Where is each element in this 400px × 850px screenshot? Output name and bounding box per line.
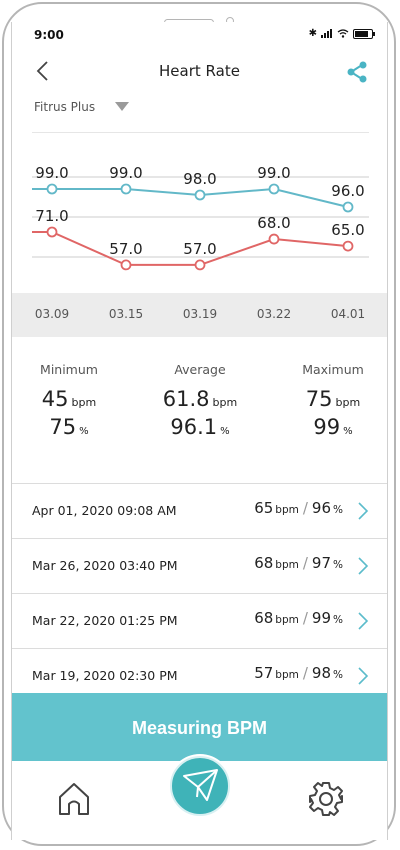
data-label-top: 99.0	[35, 164, 68, 182]
data-label-top: 98.0	[183, 170, 216, 188]
divider	[12, 593, 387, 594]
chevron-right-icon	[358, 667, 369, 685]
stat-bpm-value: 61.8 bpm	[162, 387, 238, 411]
stat-spo2-value: 96.1%	[170, 415, 230, 439]
stat-maximum: Maximum 75 bpm 99%	[290, 362, 376, 439]
record-date: Apr 01, 2020 09:08 AM	[32, 503, 177, 518]
data-point-bottom	[120, 259, 132, 271]
data-point-bottom	[342, 240, 354, 252]
share-button[interactable]	[345, 60, 369, 84]
record-values: 57 bpm/98%	[254, 664, 343, 682]
data-point-bottom	[194, 259, 206, 271]
list-item[interactable]: Mar 26, 2020 03:40 PM 68 bpm/97%	[12, 539, 387, 593]
bluetooth-icon: ✱	[308, 28, 317, 39]
device-selector[interactable]: Fitrus Plus	[34, 100, 130, 114]
stat-spo2-value: 75%	[49, 415, 89, 439]
chevron-right-icon	[358, 557, 369, 575]
record-values: 68 bpm/99%	[254, 609, 343, 627]
app-screen: 9:00 ✱ Heart Rate Fitrus Plus	[11, 22, 388, 840]
chevron-right-icon	[358, 502, 369, 520]
header: Heart Rate	[12, 54, 387, 90]
series-line-top	[32, 187, 349, 208]
signal-icon	[321, 29, 332, 38]
record-date: Mar 19, 2020 02:30 PM	[32, 668, 178, 683]
data-point-top	[342, 201, 354, 213]
date-label: 03.22	[256, 307, 292, 321]
record-values: 68 bpm/97%	[254, 554, 343, 572]
stat-spo2-value: 99%	[313, 415, 353, 439]
measuring-bpm-button[interactable]: Measuring BPM	[12, 693, 387, 761]
send-button[interactable]	[167, 753, 233, 819]
data-point-top	[46, 183, 58, 195]
stat-label: Average	[174, 362, 226, 377]
data-point-bottom	[268, 233, 280, 245]
list-item[interactable]: Mar 22, 2020 01:25 PM 68 bpm/99%	[12, 594, 387, 648]
date-label: 03.19	[182, 307, 218, 321]
back-button[interactable]	[34, 60, 52, 82]
data-label-bottom: 65.0	[331, 221, 364, 239]
stat-label: Maximum	[302, 362, 364, 377]
data-label-bottom: 57.0	[183, 240, 216, 258]
data-point-bottom	[46, 226, 58, 238]
chevron-left-icon	[36, 61, 48, 81]
heart-rate-chart: 99.0 99.0 98.0 99.0 96.0 71.0 57.0 57.0 68.0 65.0	[32, 132, 369, 271]
data-label-top: 99.0	[257, 164, 290, 182]
divider	[12, 538, 387, 539]
data-label-top: 96.0	[331, 182, 364, 200]
data-point-top	[268, 183, 280, 195]
stat-average: Average 61.8 bpm 96.1%	[152, 362, 248, 439]
paper-plane-icon	[183, 769, 218, 801]
home-icon	[59, 783, 89, 815]
data-point-top	[194, 189, 206, 201]
status-icons: ✱	[308, 28, 375, 39]
triangle-down-icon	[115, 102, 130, 111]
device-name: Fitrus Plus	[34, 100, 96, 114]
data-point-top	[120, 183, 132, 195]
record-values: 65 bpm/96%	[254, 499, 343, 517]
date-label: 03.09	[34, 307, 70, 321]
date-label: 03.15	[108, 307, 144, 321]
record-date: Mar 22, 2020 01:25 PM	[32, 613, 178, 628]
divider	[12, 483, 387, 484]
list-item[interactable]: Apr 01, 2020 09:08 AM 65 bpm/96%	[12, 484, 387, 538]
stats-summary: Minimum 45 bpm 75% Average 61.8 bpm 96.1% …	[12, 362, 387, 472]
data-label-bottom: 57.0	[109, 240, 142, 258]
stat-minimum: Minimum 45 bpm 75%	[26, 362, 112, 439]
data-label-top: 99.0	[109, 164, 142, 182]
record-date: Mar 26, 2020 03:40 PM	[32, 558, 178, 573]
data-label-bottom: 71.0	[35, 207, 68, 225]
page-title: Heart Rate	[159, 62, 240, 80]
data-label-bottom: 68.0	[257, 214, 290, 232]
divider	[12, 648, 387, 649]
stat-bpm-value: 75 bpm	[305, 387, 361, 411]
date-label: 04.01	[330, 307, 366, 321]
list-item[interactable]: Mar 19, 2020 02:30 PM 57 bpm/98%	[12, 649, 387, 703]
home-button[interactable]	[54, 779, 94, 819]
wifi-icon	[337, 29, 349, 38]
stat-label: Minimum	[40, 362, 98, 377]
tab-bar	[12, 754, 387, 840]
stat-bpm-value: 45 bpm	[41, 387, 97, 411]
settings-button[interactable]	[306, 779, 346, 819]
gear-icon	[309, 782, 343, 816]
status-time: 9:00	[34, 28, 64, 42]
chevron-right-icon	[358, 612, 369, 630]
date-axis-bar: 03.09 03.15 03.19 03.22 04.01	[12, 293, 387, 337]
share-icon	[347, 61, 367, 83]
battery-icon	[353, 28, 375, 39]
